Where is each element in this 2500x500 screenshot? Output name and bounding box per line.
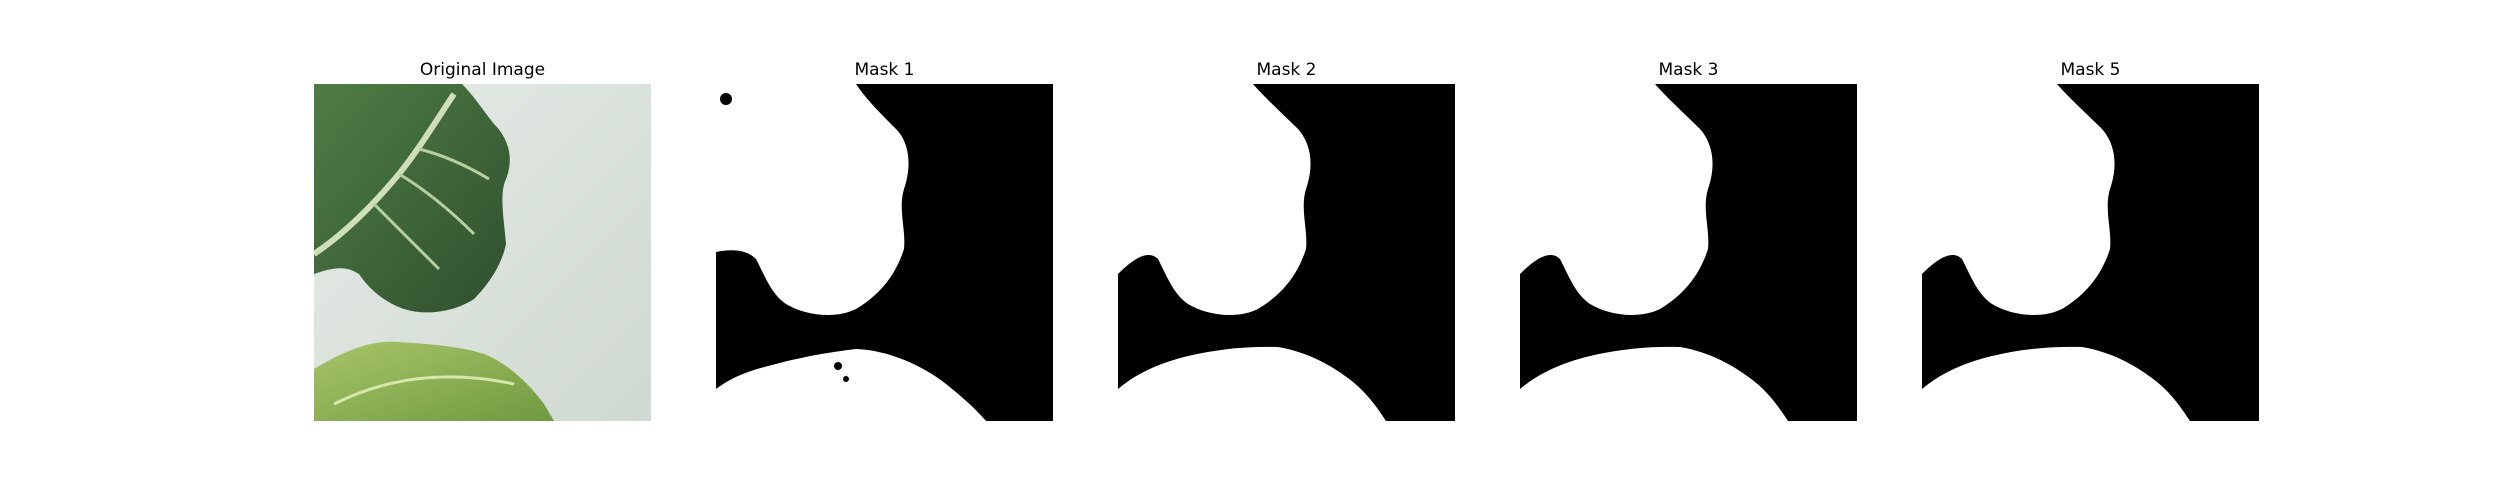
panel-original: Original Image [314,0,651,500]
panel-title: Original Image [314,60,651,80]
original-image [314,84,651,421]
mask-2-image [1118,84,1455,421]
mask-3-image [1520,84,1857,421]
panel-mask-1: Mask 1 [716,0,1053,500]
panel-title: Mask 3 [1520,60,1857,80]
panel-title: Mask 5 [1922,60,2259,80]
panel-mask-2: Mask 2 [1118,0,1455,500]
panel-title: Mask 1 [716,60,1053,80]
panel-title: Mask 2 [1118,60,1455,80]
mask-1-image [716,84,1053,421]
panel-mask-3: Mask 3 [1520,0,1857,500]
panel-mask-5: Mask 5 [1922,0,2259,500]
mask-5-image [1922,84,2259,421]
